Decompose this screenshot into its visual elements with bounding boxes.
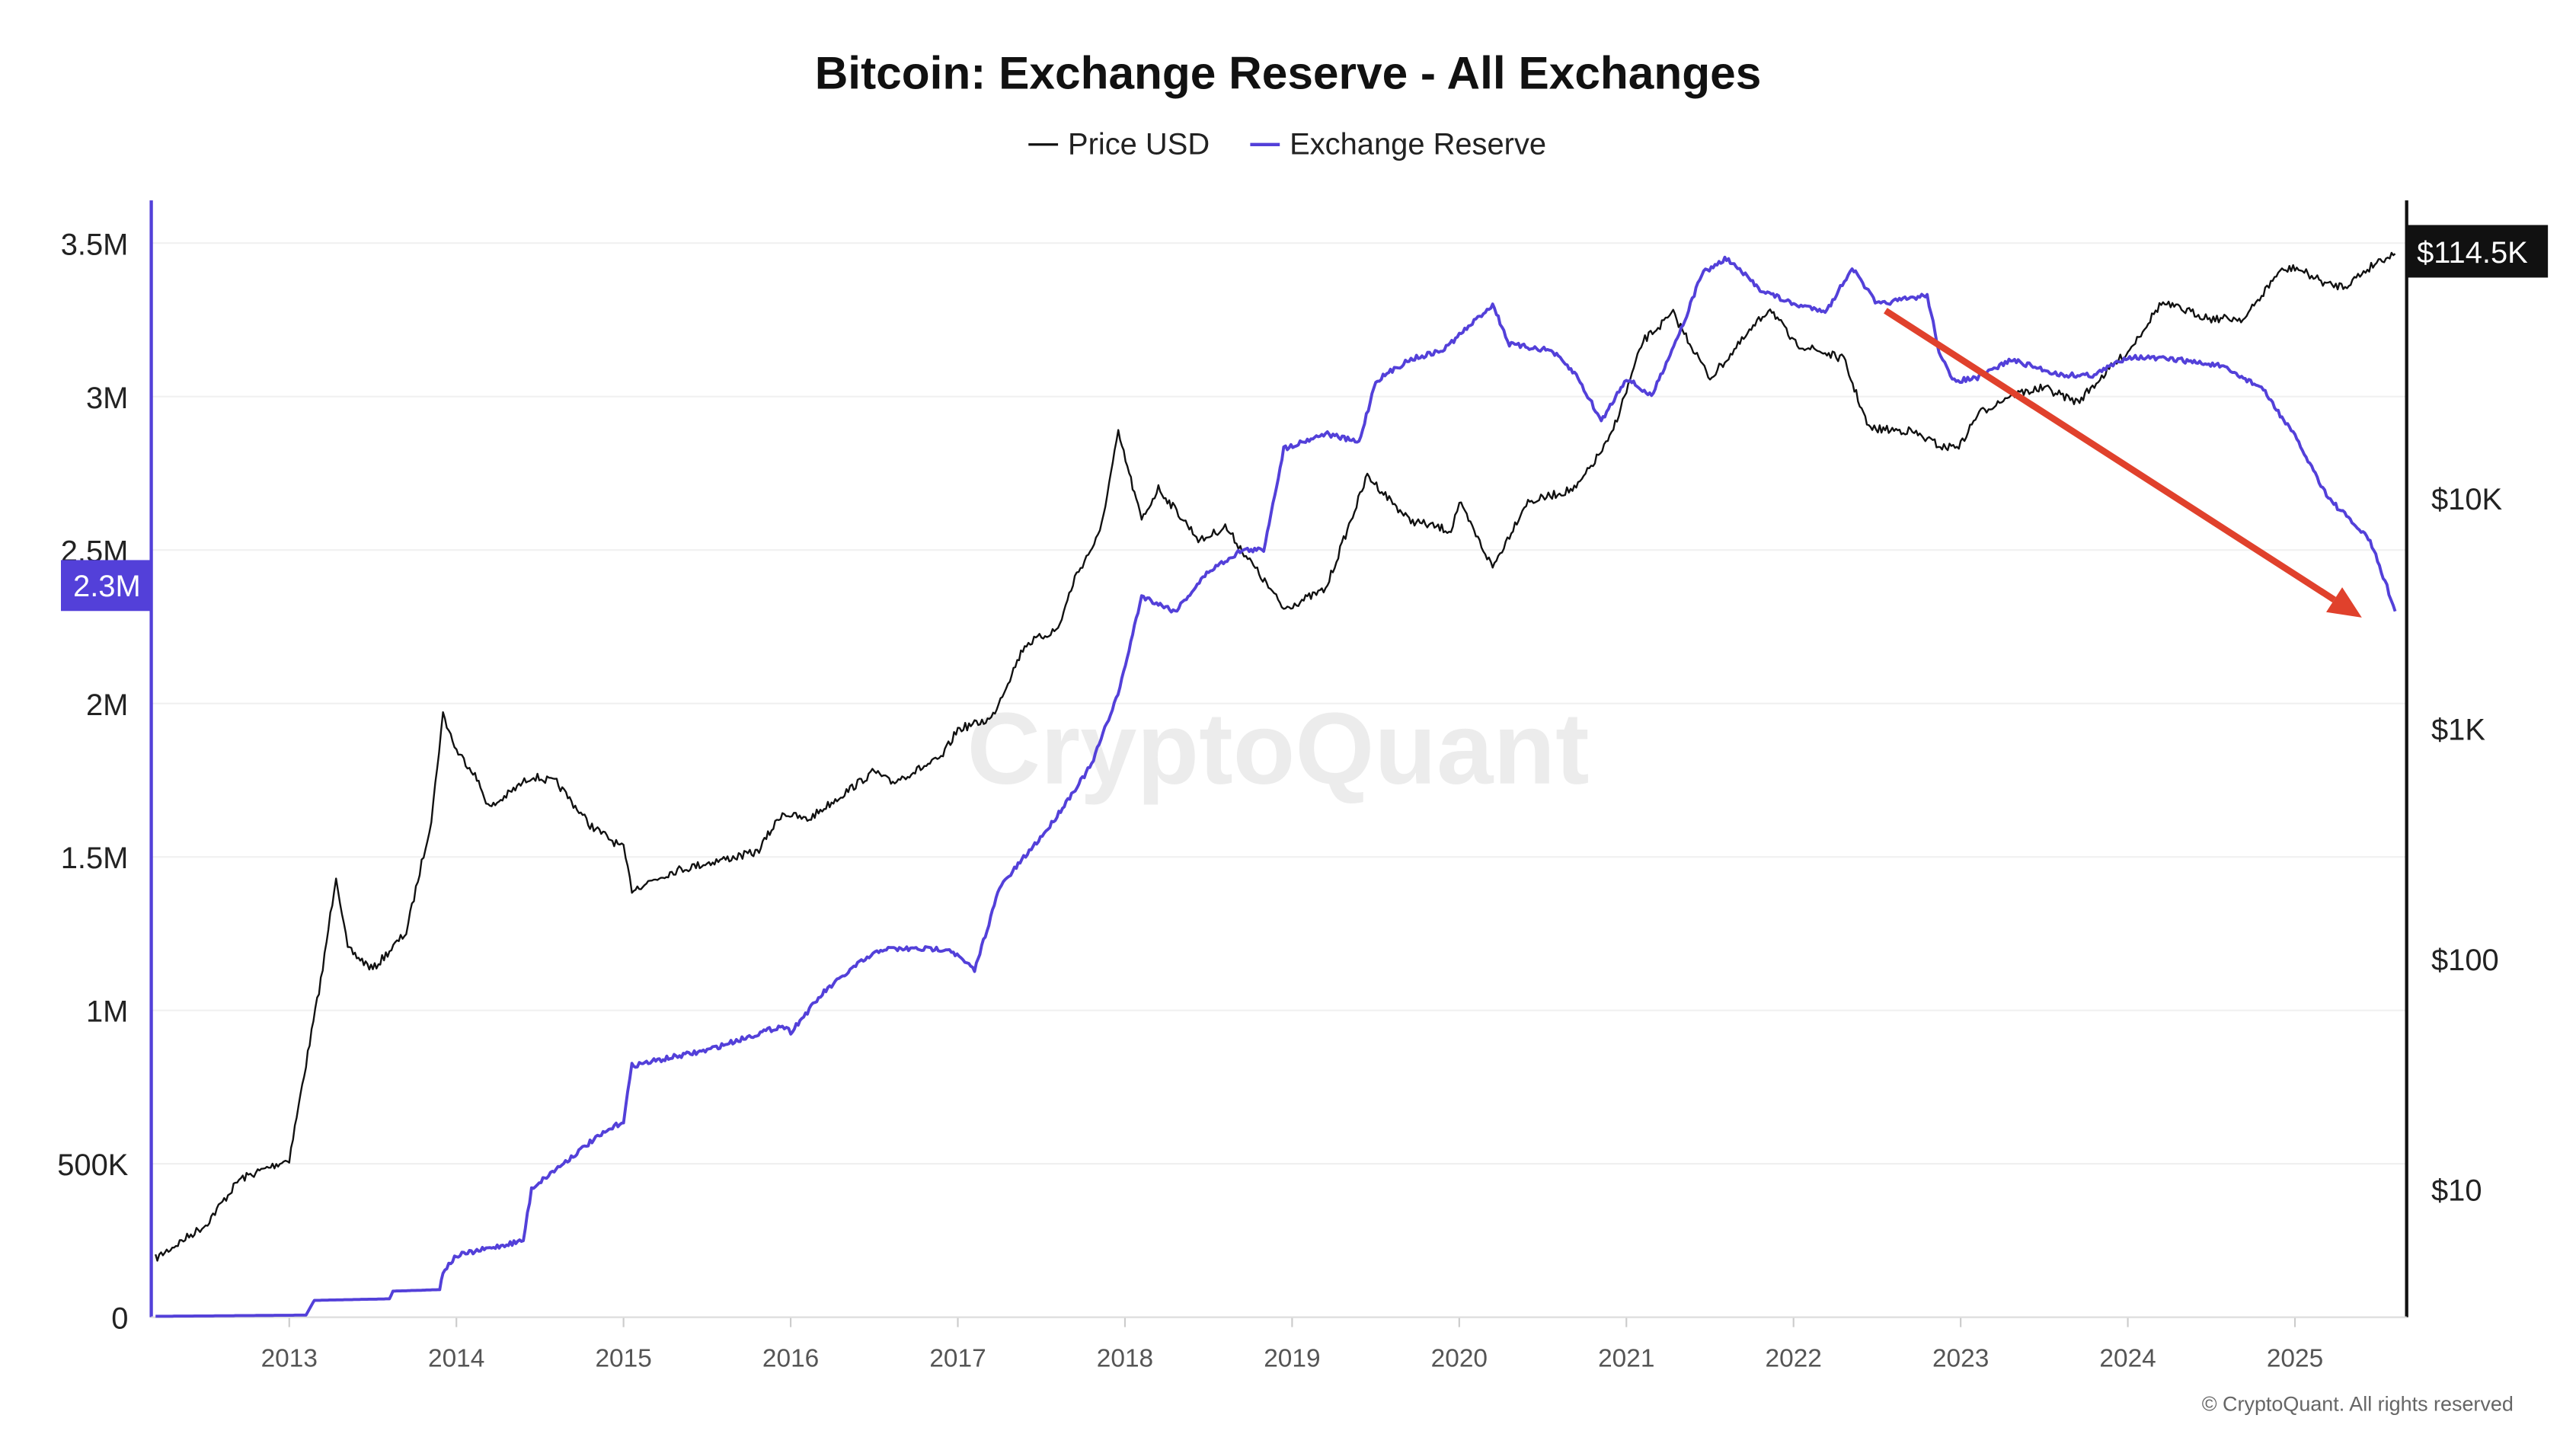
legend-label-reserve[interactable]: Exchange Reserve [1290,128,1546,161]
current-reserve-label: 2.3M [60,560,152,612]
chart-title: Bitcoin: Exchange Reserve - All Exchange… [815,46,1762,98]
legend-label-price[interactable]: Price USD [1068,128,1210,161]
left-tick-label: 1M [86,995,128,1029]
price-usd-line [155,251,2396,1262]
left-tick-label: 3.5M [61,228,129,261]
left-tick-label: 2M [86,688,128,722]
current-reserve-value: 2.3M [73,570,141,603]
current-price-value: $114.5K [2417,236,2528,270]
x-tick-label: 2020 [1431,1344,1488,1372]
right-tick-label: $1K [2431,713,2485,746]
copyright: © CryptoQuant. All rights reserved [2202,1393,2514,1416]
watermark: CryptoQuant [967,692,1590,806]
right-axis-ticks: $10 $100 $1K $10K [2431,483,2503,1208]
right-tick-label: $10K [2431,483,2503,516]
arrow-shaft [1884,308,2336,603]
x-tick-label: 2024 [2099,1344,2156,1372]
left-tick-label: 500K [57,1148,129,1182]
right-tick-label: $100 [2431,944,2499,977]
arrow-head [2326,587,2362,618]
legend[interactable]: Price USD Exchange Reserve [1028,128,1546,161]
x-tick-label: 2021 [1598,1344,1654,1372]
x-tick-label: 2015 [595,1344,651,1372]
exchange-reserve-line [155,255,2397,1318]
x-axis-ticks: 2013 2014 2015 2016 2017 2018 2019 2020 2021 2022… [261,1317,2323,1372]
current-price-label: $114.5K [2406,225,2549,278]
left-tick-label: 1.5M [61,842,129,875]
x-tick-label: 2018 [1097,1344,1153,1372]
x-tick-label: 2023 [1932,1344,1989,1372]
x-tick-label: 2014 [428,1344,484,1372]
x-tick-label: 2025 [2267,1344,2323,1372]
left-tick-label: 0 [111,1302,128,1336]
x-tick-label: 2013 [261,1344,318,1372]
x-tick-label: 2017 [929,1344,986,1372]
trend-arrow [1884,308,2362,618]
x-tick-label: 2019 [1264,1344,1320,1372]
gridlines [151,242,2407,1165]
left-tick-label: 3M [86,382,128,415]
right-tick-label: $10 [2431,1174,2482,1208]
x-tick-label: 2022 [1766,1344,1822,1372]
x-tick-label: 2016 [762,1344,819,1372]
